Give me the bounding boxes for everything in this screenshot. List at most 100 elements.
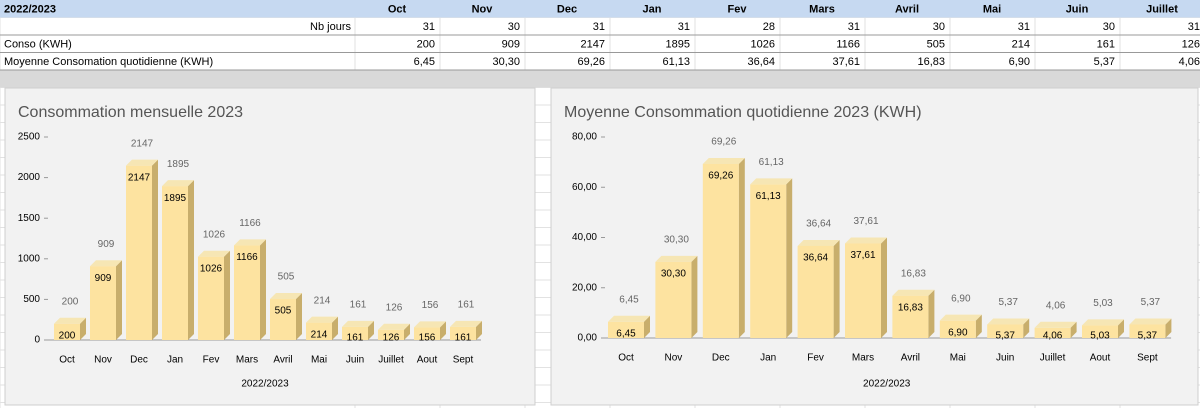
bar-side [476,320,482,340]
bar-top [126,159,158,166]
y-tick-label: 500 [23,294,40,305]
x-tick-label: Avril [901,353,920,364]
data-label: 6,45 [619,294,639,305]
bar-top [198,250,230,257]
x-tick-label: Juillet [1040,353,1066,364]
bar-top [987,318,1030,325]
bar [270,298,296,340]
cell-value: 6,45 [414,56,435,68]
cell-value: 6,90 [1009,56,1030,68]
bar-top [450,320,482,327]
row-label: Conso (KWH) [4,39,72,51]
bar [198,256,224,340]
header-row [0,0,1200,18]
bar [1034,327,1071,338]
data-label: 5,37 [998,297,1018,308]
bar-side [404,323,410,340]
bar-top [702,157,745,164]
bar-top [54,317,86,324]
x-tick-label: Aout [1090,353,1111,364]
data-label: 4,06 [1046,300,1066,311]
bar-top [1129,318,1172,325]
bar [655,261,692,338]
data-label: 161 [455,333,472,344]
bar-top [750,178,793,185]
y-tick-label: 20,00 [572,282,597,293]
data-label: 161 [350,300,367,311]
data-label: 69,26 [711,137,736,148]
x-tick-label: Nov [94,355,112,366]
bar-side [296,292,302,340]
bar [306,322,332,340]
cell-value: 61,13 [662,56,690,68]
row-label: Nb jours [310,21,351,33]
data-label: 2147 [128,172,151,183]
data-label: 200 [59,330,76,341]
bar-side [80,317,86,340]
bar [939,320,976,338]
y-tick-label: 0,00 [578,333,598,344]
bar-top [845,237,887,244]
y-tick-label: 40,00 [572,232,597,243]
cell-value: 30 [508,21,520,33]
chart-title: Consommation mensuelle 2023 [18,104,243,121]
column-header: Avril [895,4,919,16]
bar-side [691,255,698,338]
data-label: 200 [62,296,79,307]
x-tick-label: Sept [453,355,474,366]
bar-side [833,239,840,338]
x-tick-label: Juin [996,353,1014,364]
column-header: Nov [472,4,494,16]
bar-side [224,250,230,340]
bar [450,326,476,340]
bar-side [188,180,194,340]
bar [414,327,440,340]
data-label: 16,83 [901,268,926,279]
cell-value: 28 [763,21,775,33]
bar-top [270,292,302,299]
row-label: Moyenne Consomation quotidienne (KWH) [4,56,213,68]
y-tick-label: 1000 [18,253,41,264]
bar-top [342,320,374,327]
data-label: 2147 [131,138,154,149]
data-label: 1166 [236,252,258,263]
data-label: 69,26 [708,171,733,182]
cell-value: 4,06 [1179,56,1200,68]
x-tick-label: Mars [236,355,258,366]
bar [750,184,787,338]
data-label: 37,61 [850,250,875,261]
bar [608,321,644,338]
column-header: Juillet [1146,4,1178,16]
bar-side [260,239,266,340]
x-tick-label: Juillet [378,355,404,366]
data-label: 6,45 [616,328,636,339]
bar-side [975,314,982,338]
bar [378,329,404,340]
cell-value: 31 [678,21,690,33]
bar-side [1165,318,1172,338]
bar-top [162,180,194,187]
x-tick-label: Mars [852,353,874,364]
cell-value: 69,26 [577,56,605,68]
y-tick-label: 1500 [18,213,41,224]
cell-value: 909 [502,39,520,51]
data-label: 61,13 [759,157,784,168]
bar [702,163,739,338]
bar-top [939,314,982,321]
data-label: 6,90 [948,327,968,338]
y-tick-label: 0 [34,335,40,346]
bar [797,245,834,338]
cell-value: 2147 [581,39,605,51]
cell-value: 16,83 [917,56,945,68]
data-label: 156 [422,300,439,311]
x-tick-label: Mai [311,355,327,366]
bar [234,245,260,340]
bar-side [152,159,158,340]
cell-value: 30 [1103,21,1115,33]
column-header: 2022/2023 [4,4,56,16]
bar-side [332,316,338,340]
column-header: Jan [643,4,662,16]
cell-value: 31 [1018,21,1030,33]
column-header: Fev [728,4,748,16]
